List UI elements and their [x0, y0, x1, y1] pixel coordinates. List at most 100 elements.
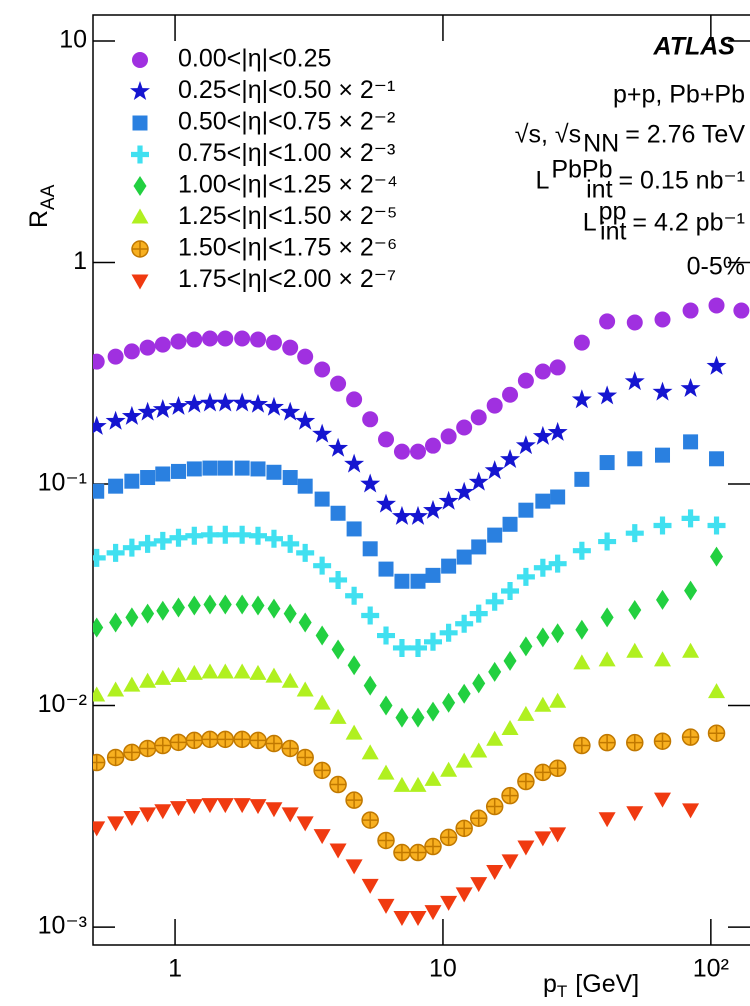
data-point: [280, 401, 301, 421]
data-point: [393, 843, 411, 862]
data-point: [534, 763, 552, 782]
data-point: [186, 461, 202, 477]
data-point: [517, 840, 535, 856]
data-point: [139, 339, 156, 356]
data-point: [440, 428, 457, 445]
data-point: [598, 651, 616, 667]
data-point: [232, 392, 253, 412]
data-point: [251, 595, 265, 616]
data-point: [347, 655, 361, 676]
data-point: [297, 478, 313, 494]
data-point: [93, 686, 106, 702]
legend-marker: [131, 208, 149, 224]
data-point: [706, 355, 727, 375]
annotation-sup: PbPb: [551, 156, 612, 184]
data-point: [298, 612, 312, 633]
data-point: [681, 509, 700, 528]
data-point: [108, 478, 124, 494]
data-point: [535, 493, 551, 509]
data-point: [597, 385, 618, 405]
data-point: [409, 638, 428, 657]
experiment-label: ATLAS: [653, 33, 736, 61]
data-point: [441, 558, 457, 574]
data-point: [217, 330, 234, 347]
data-point: [345, 724, 363, 740]
data-point: [503, 650, 517, 671]
data-point: [314, 361, 331, 378]
data-point: [485, 797, 504, 816]
data-point: [392, 638, 411, 657]
annotation-text: 0-5%: [687, 253, 745, 281]
data-point: [329, 708, 347, 724]
data-point: [438, 490, 459, 510]
data-point: [624, 371, 645, 391]
data-point: [313, 694, 331, 710]
data-point: [313, 761, 331, 779]
data-point: [377, 626, 396, 645]
data-point: [295, 410, 316, 430]
data-point: [626, 733, 644, 752]
data-point: [456, 549, 472, 565]
data-point: [265, 734, 283, 753]
data-point: [393, 443, 410, 460]
x-tick-label: 1: [168, 955, 182, 983]
data-point: [598, 733, 616, 752]
data-point: [199, 392, 220, 412]
data-point: [708, 297, 725, 314]
data-point: [267, 598, 281, 619]
data-point: [344, 453, 365, 473]
data-point: [409, 911, 427, 927]
data-point: [551, 623, 565, 644]
data-point: [470, 409, 487, 426]
plot-frame: [92, 14, 750, 946]
annotation-text: = 0.15 nb⁻¹: [619, 167, 745, 195]
data-point: [572, 541, 591, 560]
data-point: [361, 744, 379, 760]
data-point: [153, 531, 172, 550]
data-point: [93, 415, 107, 435]
data-point: [455, 887, 473, 903]
y-axis-label-main: R: [25, 210, 53, 228]
data-point: [155, 466, 171, 482]
data-point: [265, 802, 283, 818]
data-point: [93, 617, 104, 638]
data-point: [169, 733, 188, 752]
y-axis-label-sub: AA: [38, 184, 59, 210]
legend-marker: [131, 145, 149, 164]
data-point: [424, 770, 442, 786]
data-point: [141, 603, 155, 624]
data-point: [682, 803, 700, 819]
data-point: [708, 683, 726, 699]
y-axis-label: RAA: [25, 184, 59, 228]
data-point: [218, 594, 232, 615]
annotation-sub: NN: [583, 130, 619, 158]
data-point: [682, 302, 699, 319]
data-point: [250, 461, 266, 477]
data-point: [653, 516, 672, 535]
x-axis-label-rest: [GeV]: [575, 970, 639, 998]
annotation-text: = 4.2 pb⁻¹: [632, 209, 745, 237]
data-point: [486, 865, 504, 881]
y-tick-label: 10⁻³: [38, 912, 87, 940]
data-point: [378, 561, 394, 577]
data-point: [361, 878, 379, 894]
x-tick-label: 10: [429, 955, 457, 983]
data-point: [426, 701, 440, 722]
data-point: [515, 435, 536, 455]
data-point: [281, 739, 299, 758]
legend-label: 1.00<|η|<1.25 × 2⁻⁴: [178, 171, 398, 199]
data-point: [109, 612, 123, 633]
data-point: [626, 642, 644, 658]
data-point: [681, 728, 700, 746]
data-point: [283, 603, 297, 624]
data-point: [107, 816, 125, 832]
data-point: [377, 764, 395, 780]
data-point: [454, 481, 475, 501]
data-point: [313, 829, 331, 845]
data-point: [518, 502, 534, 518]
data-point: [501, 581, 520, 600]
data-point: [171, 597, 185, 618]
data-point: [282, 470, 298, 486]
data-point: [296, 543, 315, 562]
